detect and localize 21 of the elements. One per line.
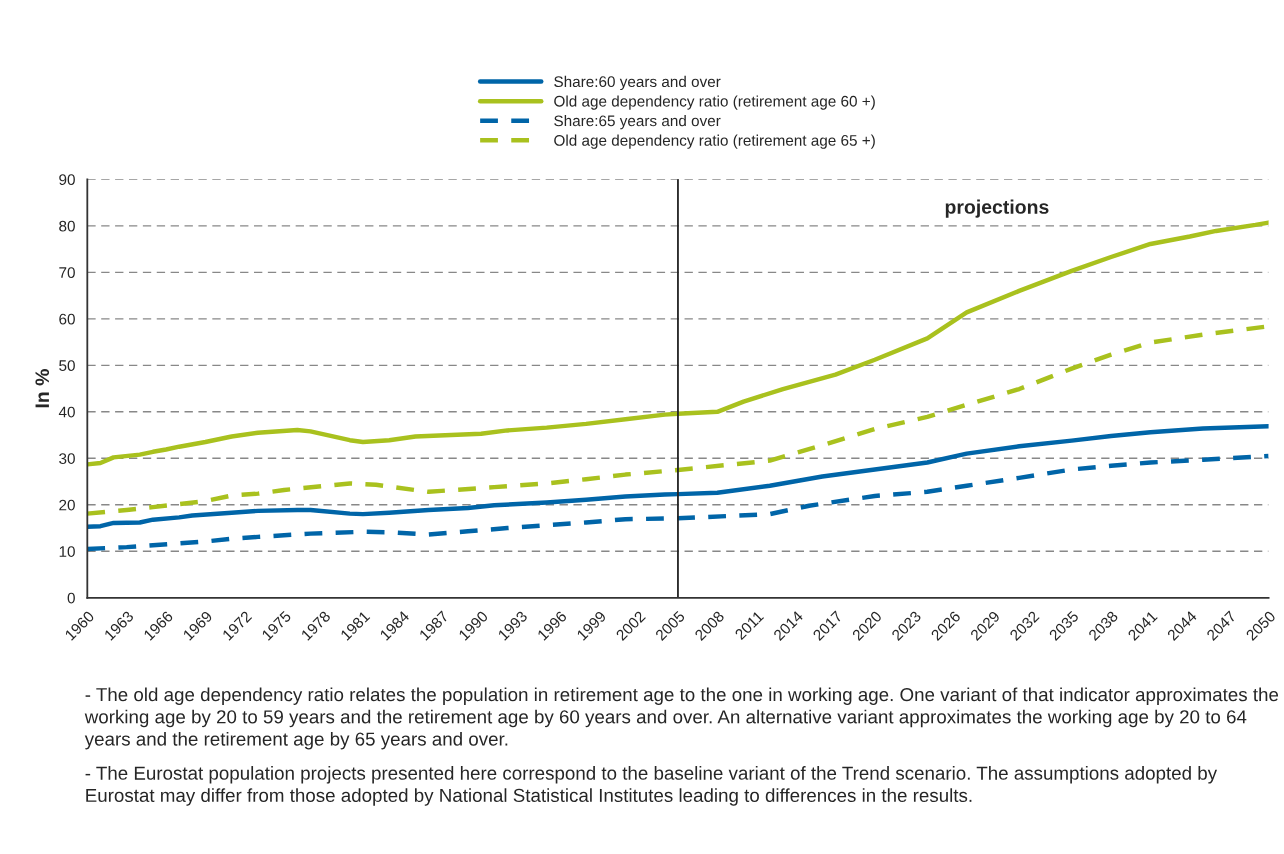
legend-label: Share:60 years and over: [554, 75, 721, 91]
text: - The Eurostat population projects presented here correspond to the baseline variant of the Trend scenario. The assumptions adopted by Eurostat may differ from those adopted by National Statistical Institutes leading to differences in the results.: [85, 766, 1218, 806]
y-tick-label: 20: [59, 499, 75, 511]
annotation: projections: [945, 199, 1049, 218]
y-tick-label: 10: [59, 546, 75, 557]
legend-label: Share:65 years and over: [554, 115, 721, 130]
legend-label: Old age dependency ratio (retirement age 60 +): [554, 95, 875, 110]
y-tick-label: 0: [67, 592, 75, 604]
y-tick-label: 30: [59, 453, 75, 464]
y-axis-title: In %: [35, 369, 50, 408]
y-tick-label: 50: [59, 360, 75, 372]
y-tick-label: 90: [59, 174, 75, 186]
y-tick-label: 40: [58, 406, 75, 418]
y-tick-label: 80: [59, 220, 75, 232]
line-series: [87, 220, 1269, 467]
text: - The old age dependency ratio relates the population in retirement age to the one in working age. One variant of that indicator approximates the working age by 20 to 59 years and the retirement age by 60 years and over. An alternative variant approximates the working age by 20 to 64 years and the retirement age by 65 years and over.: [84, 687, 1279, 750]
y-tick-label: 60: [59, 313, 75, 325]
line-series: [87, 424, 1269, 529]
legend-label: Old age dependency ratio (retirement age 65 +): [554, 134, 875, 149]
y-tick-label: 70: [59, 267, 75, 279]
line-series: [87, 453, 1269, 552]
